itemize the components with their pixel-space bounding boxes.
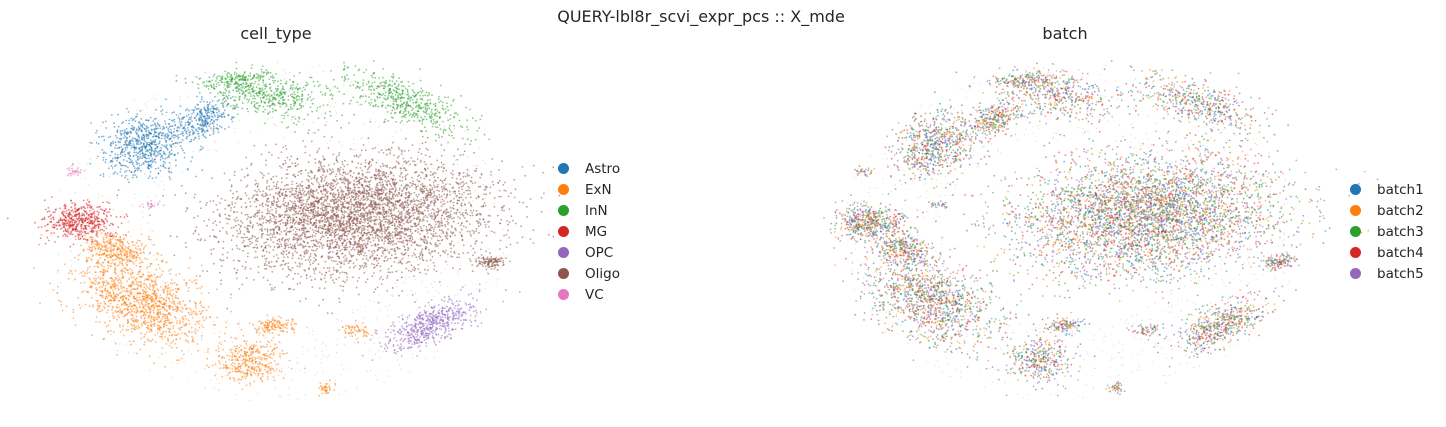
legend-item-inn: InN bbox=[558, 200, 620, 221]
legend-item-vc: VC bbox=[558, 284, 620, 305]
legend-label: Oligo bbox=[585, 266, 620, 282]
legend-marker bbox=[558, 184, 569, 195]
legend-item-astro: Astro bbox=[558, 158, 620, 179]
cell-type-legend: Astro ExN InN MG OPC Oligo VC bbox=[558, 158, 620, 305]
scatter-points bbox=[823, 60, 1400, 399]
legend-marker bbox=[1350, 226, 1361, 237]
legend-item-batch2: batch2 bbox=[1350, 200, 1424, 221]
legend-label: MG bbox=[585, 224, 607, 240]
legend-label: batch4 bbox=[1377, 245, 1424, 261]
legend-label: batch1 bbox=[1377, 182, 1424, 198]
legend-label: batch5 bbox=[1377, 266, 1424, 282]
legend-marker bbox=[558, 247, 569, 258]
legend-item-batch1: batch1 bbox=[1350, 179, 1424, 200]
legend-label: OPC bbox=[585, 245, 613, 261]
cell-type-embedding-plot bbox=[6, 60, 560, 402]
legend-marker bbox=[558, 226, 569, 237]
legend-label: ExN bbox=[585, 182, 612, 198]
legend-marker bbox=[558, 289, 569, 300]
legend-item-batch3: batch3 bbox=[1350, 221, 1424, 242]
legend-label: batch3 bbox=[1377, 224, 1424, 240]
figure-suptitle: QUERY-lbl8r_scvi_expr_pcs :: X_mde bbox=[0, 7, 1402, 26]
legend-marker bbox=[1350, 184, 1361, 195]
legend-item-oligo: Oligo bbox=[558, 263, 620, 284]
scatter-points bbox=[6, 60, 560, 402]
legend-label: VC bbox=[585, 287, 604, 303]
legend-item-exn: ExN bbox=[558, 179, 620, 200]
legend-marker bbox=[1350, 205, 1361, 216]
legend-item-batch4: batch4 bbox=[1350, 242, 1424, 263]
legend-label: batch2 bbox=[1377, 203, 1424, 219]
legend-label: InN bbox=[585, 203, 608, 219]
legend-marker bbox=[558, 268, 569, 279]
batch-panel-title: batch bbox=[915, 24, 1215, 43]
legend-item-mg: MG bbox=[558, 221, 620, 242]
legend-marker bbox=[558, 163, 569, 174]
legend-item-opc: OPC bbox=[558, 242, 620, 263]
legend-label: Astro bbox=[585, 161, 620, 177]
legend-marker bbox=[558, 205, 569, 216]
legend-marker bbox=[1350, 247, 1361, 258]
batch-legend: batch1 batch2 batch3 batch4 batch5 bbox=[1350, 179, 1424, 284]
legend-marker bbox=[1350, 268, 1361, 279]
legend-item-batch5: batch5 bbox=[1350, 263, 1424, 284]
cell-type-panel-title: cell_type bbox=[126, 24, 426, 43]
